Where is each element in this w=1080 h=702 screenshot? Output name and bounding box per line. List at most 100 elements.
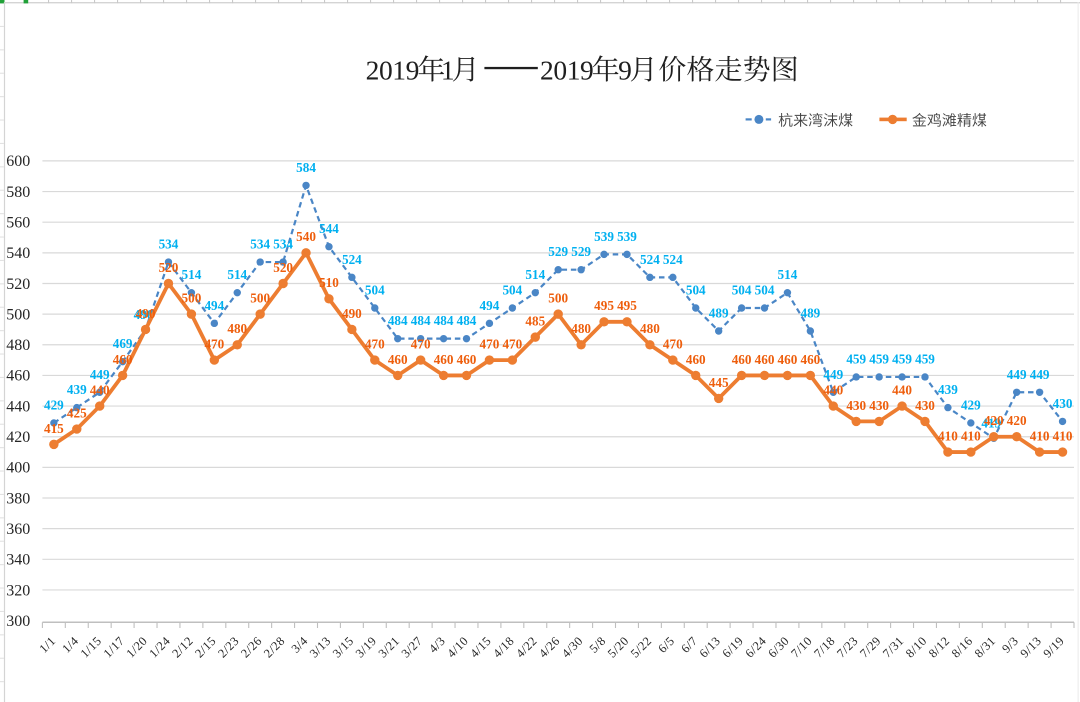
svg-text:560: 560 [6, 214, 30, 231]
svg-text:469: 469 [113, 336, 133, 351]
svg-text:459: 459 [892, 351, 912, 366]
svg-text:520: 520 [159, 260, 179, 275]
svg-text:524: 524 [342, 252, 362, 267]
svg-text:489: 489 [800, 305, 820, 320]
svg-text:540: 540 [296, 229, 316, 244]
svg-text:430: 430 [846, 398, 866, 413]
svg-text:449: 449 [90, 367, 110, 382]
svg-text:470: 470 [204, 337, 224, 352]
svg-text:459: 459 [915, 351, 935, 366]
svg-text:320: 320 [6, 582, 30, 599]
svg-text:504: 504 [365, 283, 385, 298]
svg-text:420: 420 [984, 413, 1004, 428]
svg-text:440: 440 [892, 382, 912, 397]
svg-text:539: 539 [617, 229, 637, 244]
svg-text:524: 524 [663, 252, 683, 267]
svg-text:430: 430 [1053, 396, 1073, 411]
svg-text:2019: 2019 [540, 54, 593, 85]
svg-text:430: 430 [915, 398, 935, 413]
svg-text:429: 429 [961, 397, 981, 412]
svg-text:514: 514 [778, 267, 798, 282]
svg-text:459: 459 [869, 351, 889, 366]
svg-text:584: 584 [296, 160, 316, 175]
svg-text:1: 1 [441, 54, 455, 85]
svg-text:500: 500 [250, 291, 270, 306]
svg-text:540: 540 [6, 245, 30, 262]
svg-text:490: 490 [134, 307, 154, 322]
svg-text:484: 484 [434, 313, 454, 328]
svg-text:449: 449 [823, 367, 843, 382]
svg-text:460: 460 [434, 352, 454, 367]
svg-text:460: 460 [6, 368, 30, 385]
svg-text:439: 439 [938, 382, 958, 397]
svg-text:524: 524 [640, 252, 660, 267]
svg-text:529: 529 [571, 244, 591, 259]
svg-text:480: 480 [227, 321, 247, 336]
svg-text:534: 534 [250, 237, 270, 252]
svg-text:470: 470 [663, 337, 683, 352]
svg-text:340: 340 [6, 552, 30, 569]
svg-text:484: 484 [388, 313, 408, 328]
svg-text:440: 440 [6, 398, 30, 415]
svg-text:360: 360 [6, 521, 30, 538]
svg-text:484: 484 [411, 313, 431, 328]
svg-text:449: 449 [1030, 367, 1050, 382]
svg-text:429: 429 [44, 397, 64, 412]
svg-text:460: 460 [686, 352, 706, 367]
svg-text:420: 420 [1007, 413, 1027, 428]
svg-text:410: 410 [961, 428, 981, 443]
svg-text:494: 494 [204, 298, 224, 313]
svg-text:460: 460 [800, 352, 820, 367]
svg-text:470: 470 [480, 337, 500, 352]
svg-text:449: 449 [1007, 367, 1027, 382]
svg-text:460: 460 [388, 352, 408, 367]
svg-text:419: 419 [981, 415, 1001, 430]
svg-text:470: 470 [411, 337, 431, 352]
svg-text:495: 495 [617, 298, 637, 313]
svg-text:514: 514 [227, 267, 247, 282]
svg-text:600: 600 [6, 153, 30, 170]
svg-text:484: 484 [457, 313, 477, 328]
svg-text:500: 500 [182, 291, 202, 306]
svg-text:460: 460 [778, 352, 798, 367]
svg-text:529: 529 [548, 244, 568, 259]
svg-text:485: 485 [525, 314, 545, 329]
svg-text:500: 500 [6, 306, 30, 323]
svg-text:514: 514 [182, 267, 202, 282]
svg-text:510: 510 [319, 275, 339, 290]
svg-text:440: 440 [90, 382, 110, 397]
svg-text:400: 400 [6, 460, 30, 477]
svg-text:410: 410 [938, 428, 958, 443]
svg-text:430: 430 [869, 398, 889, 413]
svg-text:460: 460 [755, 352, 775, 367]
svg-text:580: 580 [6, 184, 30, 201]
svg-text:2019: 2019 [366, 54, 419, 85]
svg-text:480: 480 [640, 321, 660, 336]
svg-text:445: 445 [709, 375, 729, 390]
svg-text:9: 9 [618, 54, 632, 85]
svg-text:460: 460 [113, 352, 133, 367]
svg-text:544: 544 [319, 221, 339, 236]
svg-text:470: 470 [502, 337, 522, 352]
svg-text:495: 495 [594, 298, 614, 313]
svg-text:504: 504 [755, 283, 775, 298]
svg-text:470: 470 [365, 337, 385, 352]
svg-text:410: 410 [1053, 428, 1073, 443]
svg-text:520: 520 [273, 260, 293, 275]
svg-text:480: 480 [571, 321, 591, 336]
svg-text:439: 439 [67, 382, 87, 397]
svg-text:489: 489 [709, 305, 729, 320]
svg-text:425: 425 [67, 405, 87, 420]
svg-text:539: 539 [594, 229, 614, 244]
svg-text:415: 415 [44, 421, 64, 436]
svg-text:504: 504 [686, 283, 706, 298]
svg-text:504: 504 [732, 283, 752, 298]
svg-text:440: 440 [823, 382, 843, 397]
svg-text:520: 520 [6, 276, 30, 293]
svg-text:410: 410 [1030, 428, 1050, 443]
svg-text:534: 534 [273, 237, 293, 252]
svg-text:460: 460 [732, 352, 752, 367]
svg-text:514: 514 [525, 267, 545, 282]
svg-text:460: 460 [457, 352, 477, 367]
svg-text:494: 494 [480, 298, 500, 313]
